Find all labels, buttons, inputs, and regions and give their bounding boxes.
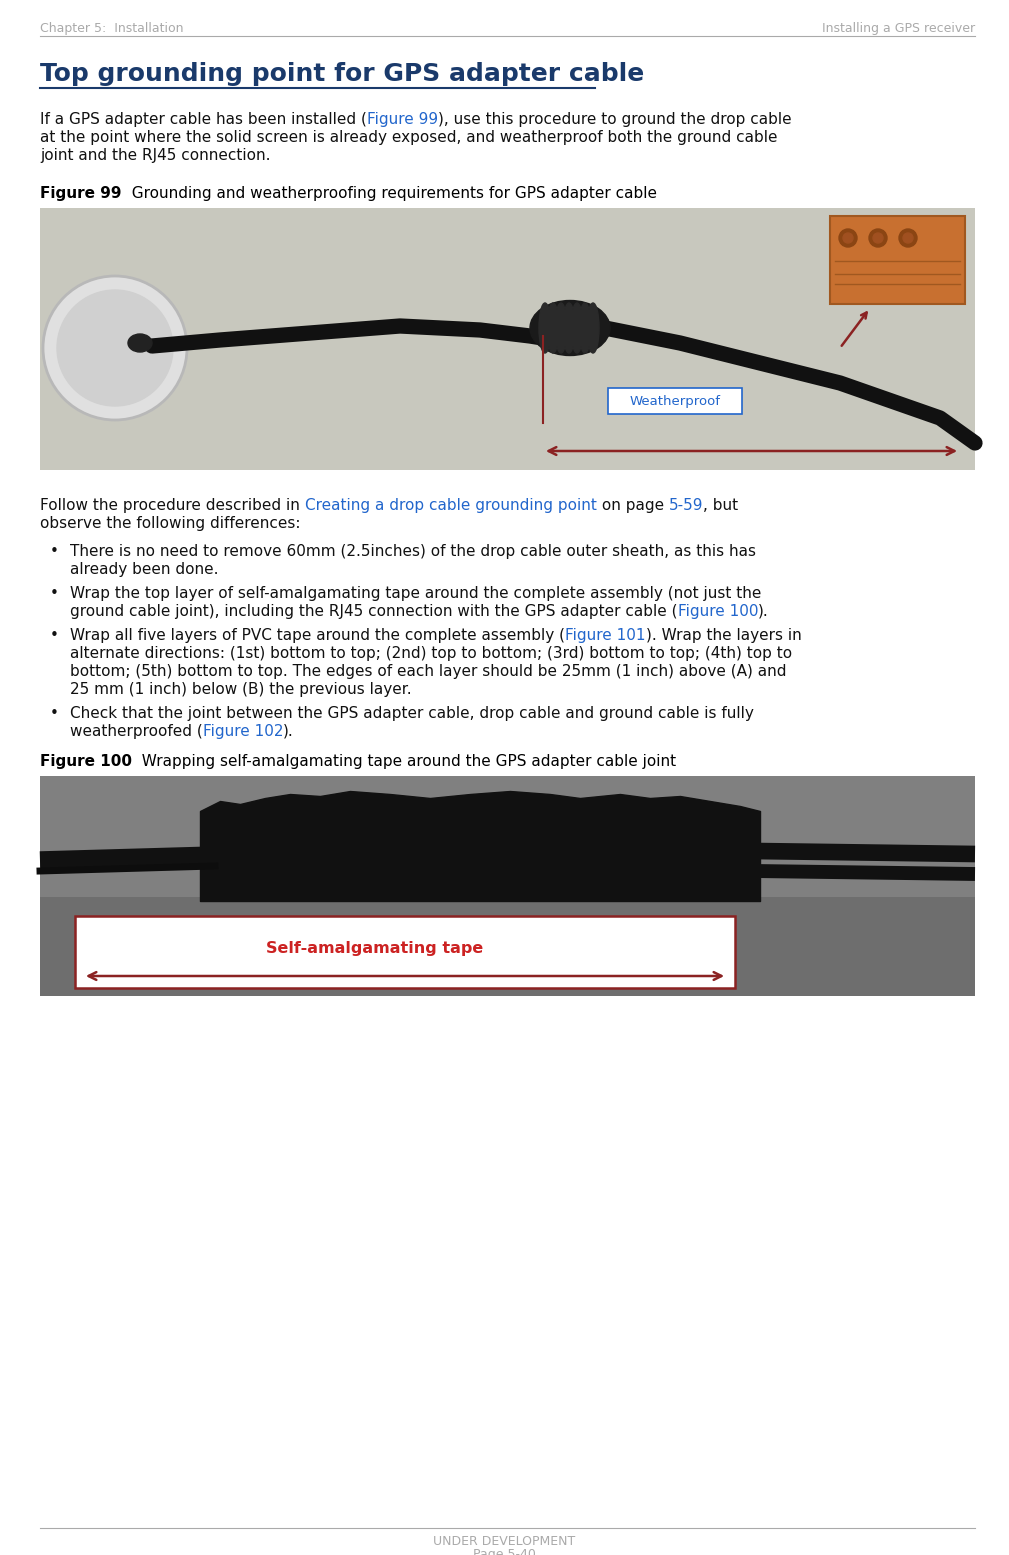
Text: Creating a drop cable grounding point: Creating a drop cable grounding point	[305, 498, 596, 513]
Ellipse shape	[547, 303, 559, 353]
Bar	[40, 208, 975, 470]
Text: ).: ).	[758, 603, 769, 619]
Text: ground cable joint), including the RJ45 connection with the GPS adapter cable (: ground cable joint), including the RJ45 …	[70, 603, 677, 619]
Text: UNDER DEVELOPMENT: UNDER DEVELOPMENT	[434, 1535, 575, 1547]
Text: observe the following differences:: observe the following differences:	[40, 516, 301, 530]
Text: Self-amalgamating tape: Self-amalgamating tape	[266, 941, 483, 955]
Ellipse shape	[555, 303, 567, 353]
Text: Figure 101: Figure 101	[565, 628, 646, 644]
Text: Figure 99: Figure 99	[40, 187, 121, 201]
Circle shape	[839, 229, 857, 247]
Text: Figure 100: Figure 100	[40, 754, 132, 770]
Text: 5-59: 5-59	[669, 498, 703, 513]
Text: ), use this procedure to ground the drop cable: ), use this procedure to ground the drop…	[438, 112, 792, 128]
Text: 25 mm (1 inch) below (B) the previous layer.: 25 mm (1 inch) below (B) the previous la…	[70, 683, 412, 697]
Text: Follow the procedure described in: Follow the procedure described in	[40, 498, 305, 513]
Text: Chapter 5:  Installation: Chapter 5: Installation	[40, 22, 184, 36]
Text: Figure 102: Figure 102	[203, 725, 284, 739]
Text: If a GPS adapter cable has been installed (: If a GPS adapter cable has been installe…	[40, 112, 367, 128]
Ellipse shape	[587, 303, 599, 353]
Text: Grounding and weatherproofing requirements for GPS adapter cable: Grounding and weatherproofing requiremen…	[121, 187, 657, 201]
Circle shape	[57, 289, 173, 406]
Text: at the point where the solid screen is already exposed, and weatherproof both th: at the point where the solid screen is a…	[40, 131, 778, 145]
Text: Figure 100: Figure 100	[677, 603, 758, 619]
Circle shape	[43, 275, 187, 420]
Bar	[200, 812, 760, 900]
Text: There is no need to remove 60mm (2.5inches) of the drop cable outer sheath, as t: There is no need to remove 60mm (2.5inch…	[70, 544, 756, 558]
Ellipse shape	[539, 303, 551, 353]
Text: on page: on page	[596, 498, 669, 513]
Text: Figure 99: Figure 99	[367, 112, 438, 128]
Ellipse shape	[579, 303, 591, 353]
Ellipse shape	[128, 334, 152, 351]
Text: alternate directions: (1st) bottom to top; (2nd) top to bottom; (3rd) bottom to : alternate directions: (1st) bottom to to…	[70, 645, 792, 661]
Text: •: •	[50, 586, 59, 600]
Bar	[40, 776, 975, 997]
Text: Check that the joint between the GPS adapter cable, drop cable and ground cable : Check that the joint between the GPS ada…	[70, 706, 754, 722]
Circle shape	[843, 233, 853, 243]
Circle shape	[869, 229, 887, 247]
FancyBboxPatch shape	[608, 389, 742, 414]
Text: Top grounding point for GPS adapter cable: Top grounding point for GPS adapter cabl…	[40, 62, 645, 86]
Text: weatherproofed (: weatherproofed (	[70, 725, 203, 739]
Circle shape	[873, 233, 883, 243]
Text: Wrapping self-amalgamating tape around the GPS adapter cable joint: Wrapping self-amalgamating tape around t…	[132, 754, 676, 770]
Bar	[75, 916, 735, 987]
Text: Wrap all five layers of PVC tape around the complete assembly (: Wrap all five layers of PVC tape around …	[70, 628, 565, 644]
Text: Installing a GPS receiver: Installing a GPS receiver	[822, 22, 975, 36]
Text: , but: , but	[703, 498, 739, 513]
Text: Wrap the top layer of self-amalgamating tape around the complete assembly (not j: Wrap the top layer of self-amalgamating …	[70, 586, 762, 600]
Text: •: •	[50, 706, 59, 722]
Text: already been done.: already been done.	[70, 561, 219, 577]
Text: ). Wrap the layers in: ). Wrap the layers in	[646, 628, 801, 644]
Ellipse shape	[571, 303, 583, 353]
Text: joint and the RJ45 connection.: joint and the RJ45 connection.	[40, 148, 270, 163]
Bar	[830, 216, 965, 303]
Text: bottom; (5th) bottom to top. The edges of each layer should be 25mm (1 inch) abo: bottom; (5th) bottom to top. The edges o…	[70, 664, 786, 680]
Text: ).: ).	[284, 725, 294, 739]
Bar	[40, 776, 975, 897]
Text: Page 5-40: Page 5-40	[473, 1547, 536, 1555]
Circle shape	[903, 233, 913, 243]
Text: •: •	[50, 628, 59, 644]
Ellipse shape	[563, 303, 575, 353]
Circle shape	[899, 229, 917, 247]
Ellipse shape	[530, 300, 610, 356]
Text: Weatherproof: Weatherproof	[630, 395, 720, 407]
Text: •: •	[50, 544, 59, 558]
